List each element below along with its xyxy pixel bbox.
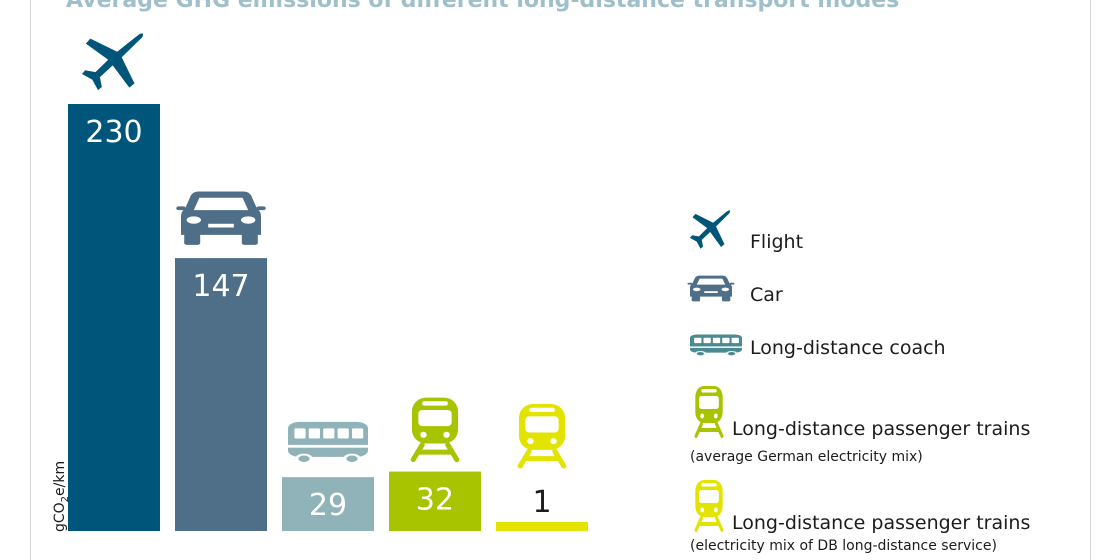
- legend-label-train-avg: Long-distance passenger trains: [732, 418, 1031, 440]
- bar-icon-coach: [288, 421, 368, 464]
- legend-icon-coach: [690, 334, 742, 357]
- bar-car: [175, 258, 267, 531]
- bar-coach: [282, 477, 374, 531]
- bar-icon-train-avg: [410, 397, 460, 463]
- bar-value-label-train-db: 1: [532, 485, 551, 520]
- chart-title: Average GHG emissions of different long-…: [66, 0, 900, 13]
- bar-icon-car: [176, 191, 266, 245]
- legend-label-coach: Long-distance coach: [750, 337, 946, 359]
- legend-label-train-db: Long-distance passenger trains: [732, 512, 1031, 534]
- legend-icon-train-db: [694, 480, 724, 532]
- bar-icon-flight: [82, 33, 144, 91]
- legend-icon-car: [687, 275, 735, 302]
- legend-icon-flight: [690, 210, 731, 249]
- frame-right-border: [1090, 0, 1091, 560]
- bar-train-db: [496, 522, 588, 531]
- bar-value-label-car: 147: [192, 269, 249, 304]
- bar-flight: [68, 104, 160, 531]
- bar-value-label-coach: 29: [309, 488, 347, 523]
- bar-train-avg: [389, 471, 481, 531]
- legend-label-car: Car: [750, 284, 783, 306]
- legend-sub-train-avg: (average German electricity mix): [690, 449, 923, 465]
- legend-label-flight: Flight: [750, 231, 804, 253]
- legend-icon-train-avg: [694, 386, 724, 438]
- bar-icon-train-db: [517, 404, 567, 469]
- y-axis-label: gCO2e/km: [52, 461, 71, 532]
- bar-value-label-train-avg: 32: [416, 483, 454, 518]
- frame-left-border: [30, 0, 31, 560]
- legend-sub-train-db: (electricity mix of DB long-distance ser…: [690, 538, 997, 554]
- bar-value-label-flight: 230: [85, 115, 142, 150]
